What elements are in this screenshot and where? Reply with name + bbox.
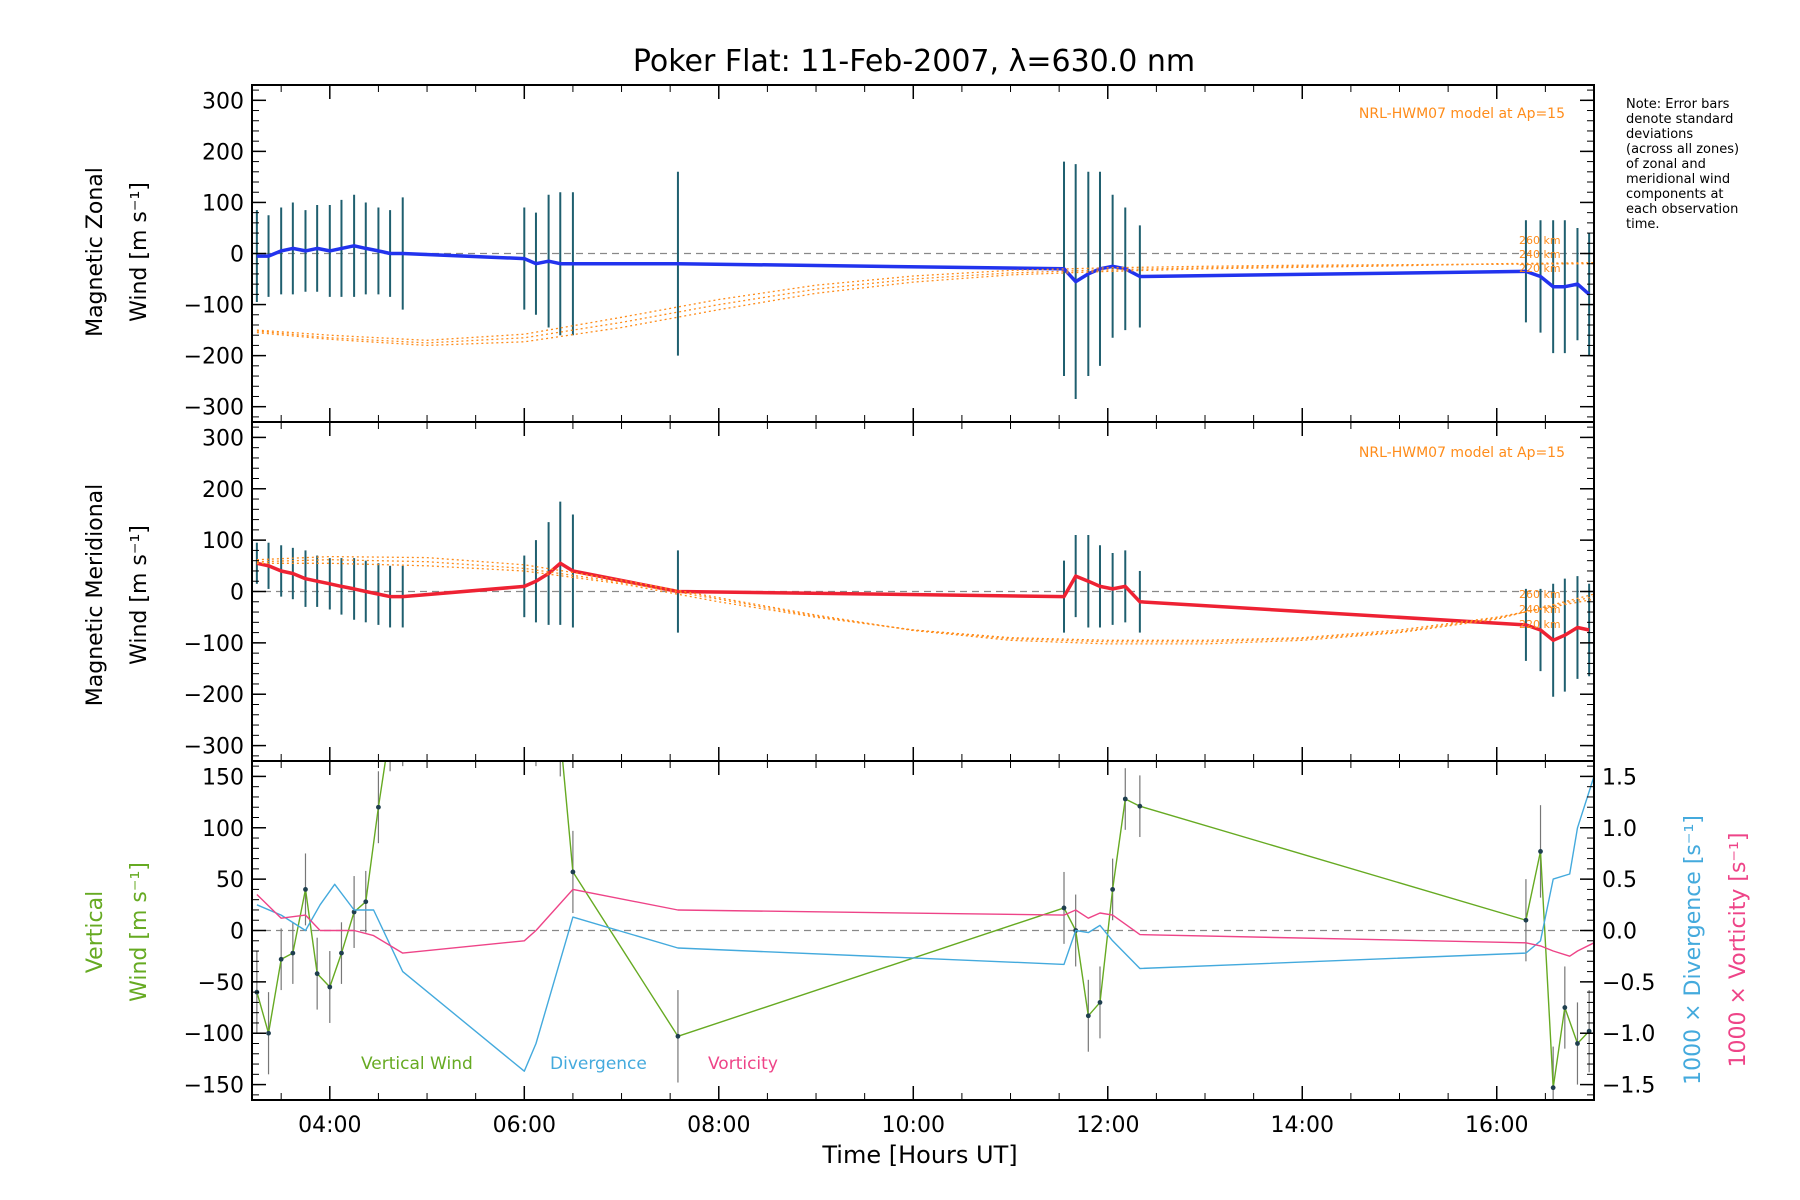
data-point — [1137, 804, 1142, 809]
x-tick-label: 06:00 — [493, 1113, 556, 1138]
y2-tick-label: 0.5 — [1602, 868, 1637, 893]
data-point — [363, 899, 368, 904]
y-tick-label: 300 — [202, 426, 244, 451]
x-tick-label: 10:00 — [882, 1113, 945, 1138]
data-point — [279, 957, 284, 962]
note-line: of zonal and — [1626, 157, 1706, 172]
y-tick-label: 50 — [216, 868, 244, 893]
zonal-altitude-label: 260 km — [1519, 234, 1561, 247]
zonal-model-label: NRL-HWM07 model at Ap=15 — [1359, 106, 1565, 122]
legend-divergence: Divergence — [550, 1054, 647, 1074]
note-line: components at — [1626, 187, 1724, 202]
note-line: Note: Error bars — [1626, 97, 1730, 112]
note-line: (across all zones) — [1626, 142, 1739, 157]
data-point — [1551, 1085, 1556, 1090]
note-line: time. — [1626, 217, 1660, 232]
data-point — [1062, 906, 1067, 911]
note-line: denote standard — [1626, 112, 1733, 127]
data-point — [290, 951, 295, 956]
y2-tick-label: −1.5 — [1602, 1074, 1655, 1099]
zonal-altitude-label: 240 km — [1519, 248, 1561, 261]
data-point — [327, 985, 332, 990]
y2-tick-label: 1.5 — [1602, 765, 1637, 790]
x-tick-label: 04:00 — [298, 1113, 361, 1138]
y-tick-label: −300 — [184, 735, 244, 760]
x-tick-label: 12:00 — [1076, 1113, 1139, 1138]
meridional-altitude-label: 240 km — [1519, 603, 1561, 616]
data-point — [1524, 918, 1529, 923]
y-tick-label: −300 — [184, 396, 244, 421]
data-point — [1110, 887, 1115, 892]
meridional-ylabel: Magnetic Meridional — [83, 484, 108, 706]
wind-chart: Poker Flat: 11-Feb-2007, λ=630.0 nm Note… — [0, 0, 1800, 1200]
y-tick-label: −150 — [184, 1074, 244, 1099]
y-tick-label: −100 — [184, 632, 244, 657]
y-tick-label: 100 — [202, 529, 244, 554]
y-tick-label: −200 — [184, 683, 244, 708]
y-tick-label: −100 — [184, 1022, 244, 1047]
vertical-ylabel-units: Wind [m s⁻¹] — [127, 862, 152, 1002]
chart-title: Poker Flat: 11-Feb-2007, λ=630.0 nm — [633, 44, 1195, 79]
y-tick-label: 200 — [202, 478, 244, 503]
y-tick-label: 100 — [202, 191, 244, 216]
meridional-altitude-label: 220 km — [1519, 618, 1561, 631]
meridional-model-label: NRL-HWM07 model at Ap=15 — [1359, 445, 1565, 461]
x-tick-label: 14:00 — [1271, 1113, 1334, 1138]
x-tick-label: 08:00 — [687, 1113, 750, 1138]
data-point — [266, 1031, 271, 1036]
data-point — [1123, 797, 1128, 802]
legend-vorticity: Vorticity — [708, 1054, 778, 1074]
note-line: each observation — [1626, 202, 1738, 217]
y-tick-label: 0 — [230, 581, 244, 606]
y2-tick-label: 0.0 — [1602, 920, 1637, 945]
data-point — [1086, 1013, 1091, 1018]
data-point — [1562, 1005, 1567, 1010]
y-tick-label: 0 — [230, 243, 244, 268]
legend-vertical-wind: Vertical Wind — [361, 1054, 473, 1074]
data-point — [571, 870, 576, 875]
data-point — [676, 1034, 681, 1039]
x-tick-label: 16:00 — [1465, 1113, 1528, 1138]
y-tick-label: 0 — [230, 920, 244, 945]
divergence-ylabel: 1000 × Divergence [s⁻¹] — [1681, 815, 1706, 1085]
data-point — [376, 805, 381, 810]
y-tick-label: 150 — [202, 765, 244, 790]
y2-tick-label: −0.5 — [1602, 971, 1655, 996]
zonal-ylabel-units: Wind [m s⁻¹] — [127, 182, 152, 322]
y-tick-label: 200 — [202, 140, 244, 165]
meridional-altitude-label: 260 km — [1519, 588, 1561, 601]
y-tick-label: 100 — [202, 817, 244, 842]
meridional-ylabel-units: Wind [m s⁻¹] — [127, 525, 152, 665]
vorticity-ylabel: 1000 × Vorticity [s⁻¹] — [1726, 833, 1751, 1068]
data-point — [1575, 1041, 1580, 1046]
zonal-altitude-label: 220 km — [1519, 262, 1561, 275]
vertical-ylabel: Vertical — [83, 891, 108, 973]
y-tick-label: 300 — [202, 89, 244, 114]
data-point — [1098, 1000, 1103, 1005]
data-point — [1538, 849, 1543, 854]
data-point — [315, 971, 320, 976]
data-point — [339, 951, 344, 956]
note-line: deviations — [1626, 127, 1693, 142]
data-point — [303, 887, 308, 892]
zonal-ylabel: Magnetic Zonal — [83, 167, 108, 337]
y-tick-label: −200 — [184, 345, 244, 370]
y2-tick-label: −1.0 — [1602, 1022, 1655, 1047]
y-tick-label: −100 — [184, 294, 244, 319]
y-tick-label: −50 — [198, 971, 244, 996]
note-line: meridional wind — [1626, 172, 1730, 187]
y2-tick-label: 1.0 — [1602, 817, 1637, 842]
x-axis-title: Time [Hours UT] — [821, 1141, 1017, 1169]
